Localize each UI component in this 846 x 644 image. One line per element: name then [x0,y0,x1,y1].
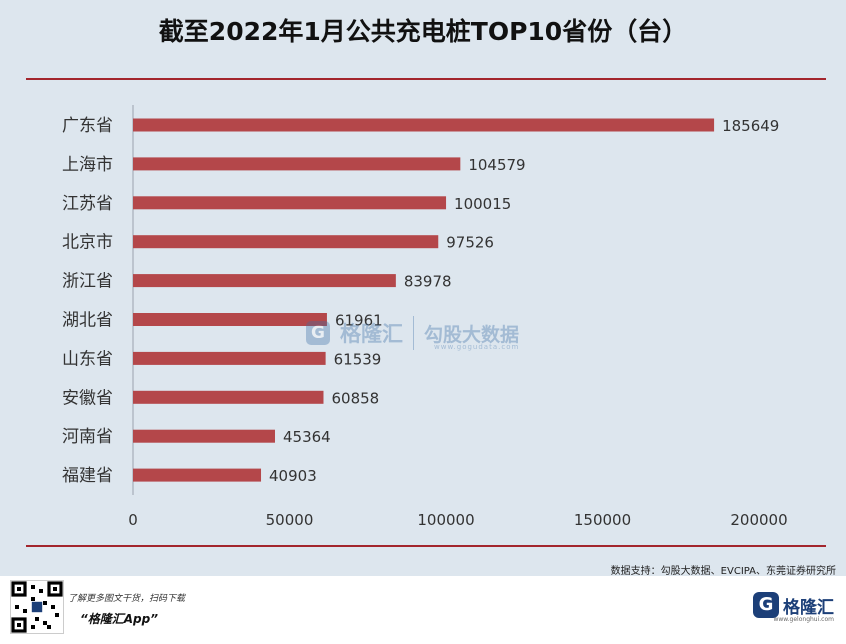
data-label: 104579 [468,156,525,174]
bar [133,313,327,326]
app-name: “格隆汇App” [80,612,158,626]
category-label: 北京市 [62,233,113,253]
category-label: 山东省 [62,349,113,369]
bar [133,468,262,482]
brand-logo-icon: G [753,592,779,618]
data-label: 60858 [331,389,379,407]
data-label: 61539 [334,350,382,368]
x-tick-label: 150000 [574,511,631,529]
data-label: 45364 [283,428,331,446]
data-label: 40903 [269,467,317,485]
category-label: 浙江省 [62,272,113,292]
bar [133,351,326,365]
bar [133,274,396,288]
watermark-partner-url: www.gogudata.com [434,343,520,351]
watermark: G 格隆汇 勾股大数据 www.gogudata.com [306,316,520,351]
source-note: 数据支持：勾股大数据、EVCIPA、东莞证券研究所 [610,566,836,577]
watermark-partner: 勾股大数据 [424,323,520,346]
data-label: 61961 [335,312,383,330]
category-label: 福建省 [62,466,113,486]
brand-name: 格隆汇 [783,597,834,618]
data-label: 97526 [446,234,494,252]
bar [133,118,715,132]
qr-code-icon[interactable] [10,580,64,634]
category-label: 湖北省 [62,311,113,331]
brand-url: www.gelonghui.com [773,616,834,623]
data-label: 100015 [454,195,511,213]
category-label: 广东省 [62,116,113,136]
category-label: 河南省 [62,427,113,447]
bar [133,157,461,171]
watermark-divider [413,316,414,350]
watermark-logo-icon: G [306,321,330,345]
category-label: 上海市 [62,155,113,175]
bar [133,196,447,210]
chart-title: 截至2022年1月公共充电桩TOP10省份（台） [158,17,688,46]
x-tick-label: 200000 [730,511,787,529]
data-label: 185649 [722,117,779,135]
category-label: 安徽省 [62,388,113,408]
x-tick-label: 100000 [417,511,474,529]
category-label: 江苏省 [62,194,113,214]
x-tick-label: 0 [128,511,138,529]
data-label: 83978 [404,273,452,291]
bottom-rule [26,545,826,547]
footer-band [0,576,846,644]
bar [133,429,275,443]
top-rule [26,78,826,80]
watermark-brand: 格隆汇 [340,322,403,346]
promo-text: 了解更多图文干货，扫码下载 [68,594,186,604]
bar [133,235,439,249]
bar [133,390,324,404]
x-tick-label: 50000 [266,511,314,529]
brand-logo: G 格隆汇 www.gelonghui.com [753,592,834,623]
bar-chart: 广东省 185649 上海市 104579 江苏省 100015 北京市 97526 浙江省 83… [62,105,788,529]
